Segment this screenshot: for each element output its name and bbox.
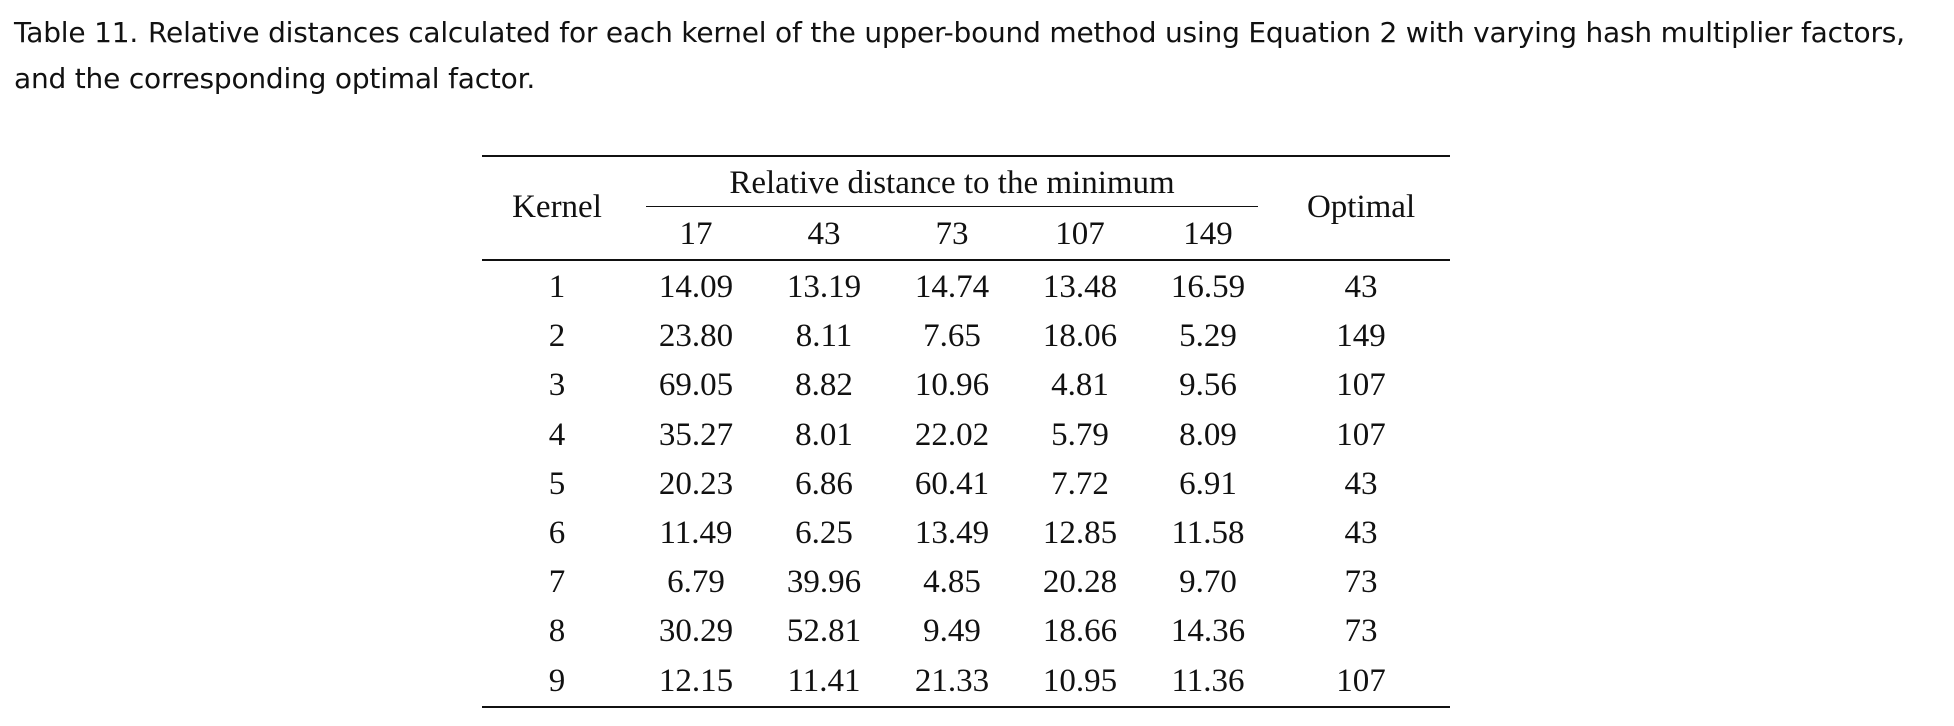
distance-cell: 22.02	[914, 416, 990, 453]
optimal-cell: 107	[1336, 416, 1386, 453]
optimal-cell: 43	[1344, 269, 1378, 306]
distance-cell: 21.33	[888, 656, 1016, 708]
optimal-cell: 107	[1336, 367, 1386, 404]
distance-cell: 14.36	[1170, 613, 1246, 650]
distance-cell: 8.82	[795, 367, 853, 404]
distance-cell: 5.79	[1051, 416, 1109, 453]
distance-cell: 35.27	[658, 416, 734, 453]
distance-cell: 23.80	[658, 318, 734, 355]
factor-header: 107	[1016, 209, 1144, 261]
table-row: 9 12.15 11.41 21.33 10.95 11.36 107	[482, 656, 1451, 708]
distance-cell: 7.72	[1051, 465, 1109, 502]
kernel-cell: 8	[548, 613, 566, 650]
kernel-header: Kernel	[482, 155, 632, 261]
optimal-cell: 107	[1272, 656, 1451, 708]
kernel-cell: 2	[548, 318, 566, 355]
distance-cell: 12.85	[1042, 515, 1118, 552]
factor-header: 149	[1144, 209, 1273, 261]
table-row: 4 35.27 8.01 22.02 5.79 8.09 107	[482, 411, 1450, 460]
distance-cell: 13.49	[914, 515, 990, 552]
table-row: 7 6.79 39.96 4.85 20.28 9.70 73	[482, 558, 1450, 607]
distance-cell: 18.66	[1042, 613, 1118, 650]
distance-cell: 8.11	[795, 318, 853, 355]
caption-label: Table 11.	[14, 16, 139, 49]
distance-cell: 20.28	[1042, 564, 1118, 601]
optimal-cell: 149	[1336, 318, 1386, 355]
distance-cell: 11.41	[760, 656, 888, 708]
table-row: 1 14.09 13.19 14.74 13.48 16.59 43	[482, 260, 1450, 312]
distance-cell: 9.70	[1179, 564, 1237, 601]
optimal-cell: 43	[1344, 465, 1378, 502]
optimal-cell: 73	[1344, 613, 1378, 650]
kernel-cell: 9	[482, 656, 632, 708]
distance-cell: 20.23	[658, 465, 734, 502]
distance-cell: 4.85	[923, 564, 981, 601]
distance-cell: 6.91	[1179, 465, 1237, 502]
table-row: 5 20.23 6.86 60.41 7.72 6.91 43	[482, 460, 1450, 509]
distance-cell: 30.29	[658, 613, 734, 650]
distance-cell: 60.41	[914, 465, 990, 502]
optimal-header: Optimal	[1272, 155, 1451, 261]
table-row: 3 69.05 8.82 10.96 4.81 9.56 107	[482, 361, 1450, 410]
distance-cell: 7.65	[923, 318, 981, 355]
table-caption: Table 11. Relative distances calculated f…	[14, 10, 1944, 102]
table-body: 1 14.09 13.19 14.74 13.48 16.59 43 2 23.80 8.11 7.…	[482, 260, 1451, 708]
kernel-cell: 7	[548, 564, 566, 601]
distance-cell: 11.49	[659, 515, 733, 552]
distance-cell: 14.74	[914, 269, 990, 306]
distance-cell: 6.25	[795, 515, 853, 552]
kernel-cell: 6	[548, 515, 566, 552]
distance-cell: 5.29	[1179, 318, 1237, 355]
distance-cell: 12.15	[632, 656, 760, 708]
distance-cell: 11.58	[1171, 515, 1245, 552]
kernel-cell: 5	[548, 465, 566, 502]
caption-text: Relative distances calculated for each k…	[14, 16, 1905, 95]
distance-cell: 13.48	[1042, 269, 1118, 306]
distance-cell: 11.36	[1144, 656, 1273, 708]
factor-header-row: 17 43 73 107 149	[482, 209, 1450, 261]
distance-cell: 10.96	[914, 367, 990, 404]
distance-cell: 39.96	[786, 564, 862, 601]
distance-cell: 13.19	[786, 269, 862, 306]
optimal-cell: 73	[1344, 564, 1378, 601]
table-row: 2 23.80 8.11 7.65 18.06 5.29 149	[482, 312, 1450, 361]
kernel-cell: 1	[548, 269, 566, 306]
distance-cell: 8.01	[795, 416, 853, 453]
distance-cell: 18.06	[1042, 318, 1118, 355]
factor-header: 73	[888, 209, 1016, 261]
distance-cell: 6.79	[667, 564, 725, 601]
group-header: Relative distance to the minimum	[632, 155, 1273, 209]
distance-cell: 16.59	[1170, 269, 1246, 306]
table-container: Kernel Relative distance to the minimum …	[482, 155, 1451, 708]
distance-cell: 52.81	[786, 613, 862, 650]
distance-cell: 69.05	[658, 367, 734, 404]
optimal-cell: 43	[1344, 515, 1378, 552]
factor-header: 17	[632, 209, 760, 261]
distance-cell: 14.09	[658, 269, 734, 306]
distance-cell: 6.86	[795, 465, 853, 502]
table-row: 8 30.29 52.81 9.49 18.66 14.36 73	[482, 607, 1450, 656]
relative-distance-table: Kernel Relative distance to the minimum …	[482, 155, 1451, 708]
kernel-cell: 4	[548, 416, 566, 453]
group-header-text: Relative distance to the minimum	[646, 165, 1259, 207]
distance-cell: 10.95	[1016, 656, 1144, 708]
kernel-cell: 3	[548, 367, 566, 404]
distance-cell: 8.09	[1179, 416, 1237, 453]
distance-cell: 9.56	[1179, 367, 1237, 404]
table-row: 6 11.49 6.25 13.49 12.85 11.58 43	[482, 509, 1450, 558]
distance-cell: 9.49	[923, 613, 981, 650]
factor-header: 43	[760, 209, 888, 261]
distance-cell: 4.81	[1051, 367, 1109, 404]
